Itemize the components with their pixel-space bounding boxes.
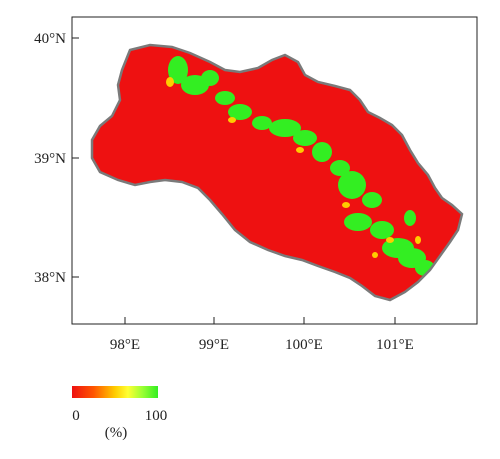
yellow-edges [166,77,421,258]
green-patches [168,56,443,276]
legend-colorbar [72,386,158,398]
region-outline [90,43,464,302]
legend-min-label: 0 [72,408,80,424]
region-raster [92,45,462,300]
legend: 0 100 (%) [72,386,167,441]
lat-label-38: 38°N [34,270,66,286]
legend-unit-label: (%) [105,425,128,441]
lon-label-98: 98°E [110,337,140,353]
lat-label-40: 40°N [34,31,66,47]
lon-axis: 98°E 99°E 100°E 101°E [110,317,414,353]
lat-label-39: 39°N [34,151,66,167]
lon-label-99: 99°E [199,337,229,353]
map-frame [71,16,478,325]
lon-label-100: 100°E [285,337,323,353]
lon-label-101: 101°E [376,337,414,353]
lat-axis: 40°N 39°N 38°N [34,31,79,286]
region-background [92,45,462,300]
legend-max-label: 100 [145,408,168,424]
